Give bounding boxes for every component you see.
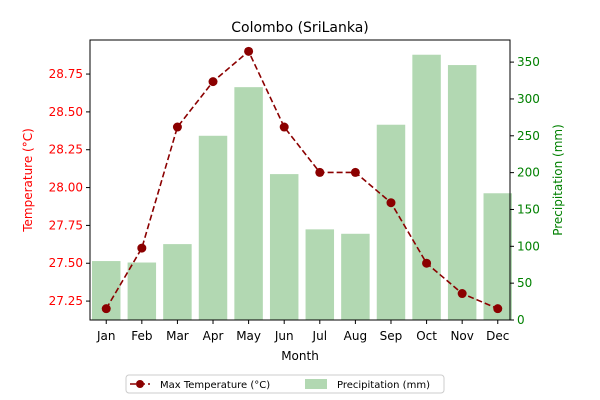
x-tick-label: Oct (416, 329, 437, 343)
temperature-point-dec (493, 304, 503, 314)
precipitation-bar-may (234, 87, 263, 320)
y-right-tick-label: 100 (517, 239, 540, 253)
precipitation-bar-jun (269, 174, 299, 320)
legend-bar-swatch (305, 379, 327, 389)
axes: Jan Feb Mar Apr May Jun Jul Aug Sep Oct Nov Dec 27.2… (49, 39, 540, 343)
y-left-tick-label: 28.00 (49, 181, 83, 195)
temperature-point-mar (172, 122, 182, 132)
legend: Max Temperature (°C) Precipitation (mm) (125, 374, 445, 394)
y-left-tick-label: 28.50 (49, 105, 83, 119)
precipitation-bar-aug (341, 233, 370, 320)
precipitation-bar-mar (163, 244, 192, 320)
legend-label-temperature: Max Temperature (°C) (160, 380, 270, 391)
x-tick-label: Sep (380, 329, 403, 343)
y-right-tick-label: 150 (517, 202, 540, 216)
x-tick-label: Aug (344, 329, 367, 343)
legend-box (125, 374, 445, 394)
temperature-line-series (101, 46, 503, 314)
temperature-point-aug (350, 167, 360, 177)
temperature-point-jun (279, 122, 289, 132)
y-left-tick-label: 27.25 (49, 294, 83, 308)
temperature-point-oct (422, 258, 432, 268)
precipitation-bar-jul (305, 229, 335, 320)
x-tick-label: Mar (166, 329, 189, 343)
x-tick-label: Dec (486, 329, 509, 343)
x-tick-label: Nov (450, 329, 473, 343)
y-left-tick-label: 27.75 (49, 218, 83, 232)
precipitation-bar-sep (376, 124, 406, 320)
precipitation-bar-dec (483, 193, 512, 320)
y-right-tick-label: 50 (517, 276, 532, 290)
y-right-tick-label: 0 (517, 313, 525, 327)
precipitation-bar-nov (447, 65, 477, 320)
x-tick-label: Jan (96, 329, 116, 343)
precipitation-bar-apr (198, 135, 228, 320)
temperature-point-apr (208, 77, 218, 87)
legend-marker-swatch (136, 380, 144, 388)
y-right-tick-label: 250 (517, 129, 540, 143)
precipitation-bars (92, 54, 512, 320)
x-tick-label: Feb (131, 329, 152, 343)
y-right-tick-label: 200 (517, 166, 540, 180)
y-right-tick-label: 300 (517, 92, 540, 106)
y-left-tick-label: 27.50 (49, 256, 83, 270)
x-tick-label: Jul (312, 329, 327, 343)
x-axis-label: Month (281, 349, 319, 363)
temperature-point-jan (101, 304, 111, 314)
y-axis-left-label: Temperature (°C) (21, 128, 35, 233)
temperature-point-feb (137, 243, 147, 253)
temperature-point-sep (386, 198, 396, 208)
plot-frame (89, 39, 511, 321)
x-tick-label: Jun (274, 329, 294, 343)
temperature-line (105, 50, 499, 310)
temperature-point-jul (315, 167, 325, 177)
temperature-point-nov (457, 289, 467, 299)
chart-title: Colombo (SriLanka) (231, 20, 368, 36)
precipitation-bar-oct (412, 54, 441, 320)
temperature-point-may (244, 46, 254, 56)
legend-label-precipitation: Precipitation (mm) (337, 380, 430, 391)
x-tick-label: May (236, 329, 261, 343)
x-tick-label: Apr (203, 329, 224, 343)
precipitation-bar-feb (127, 262, 157, 320)
y-left-tick-label: 28.75 (49, 67, 83, 81)
y-axis-right-label: Precipitation (mm) (551, 124, 565, 236)
y-right-tick-label: 350 (517, 55, 540, 69)
y-left-tick-label: 28.25 (49, 143, 83, 157)
